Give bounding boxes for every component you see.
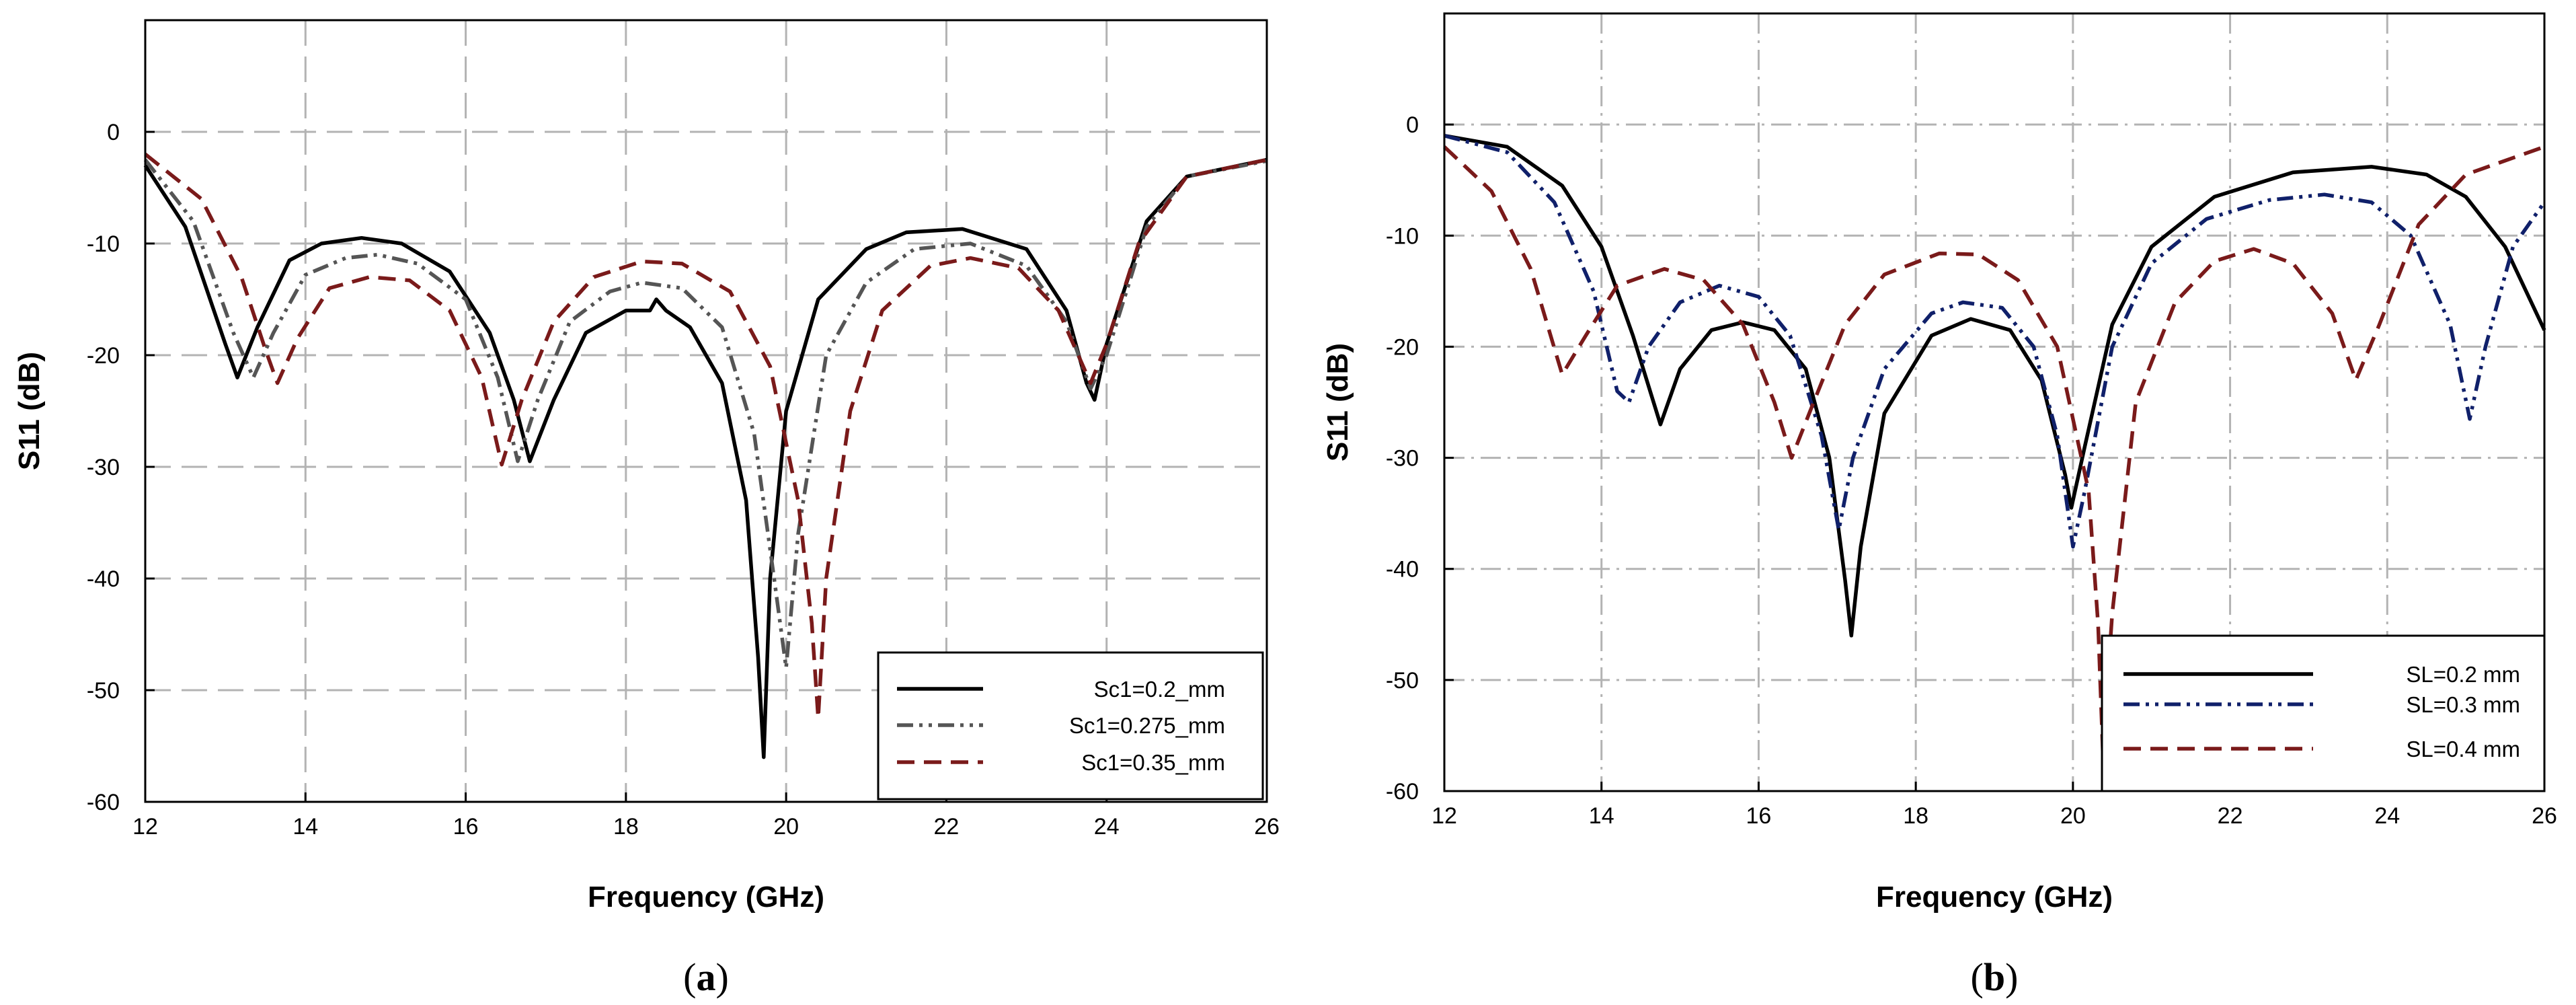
chart-panel-a: 12 14 16 18 20 22 24 26 0 -10 -20 -30 -40 -50 -60 Frequ…: [13, 19, 1280, 999]
series-line-1: [1444, 133, 2546, 638]
chart-panel-b: 12 14 16 18 20 22 24 26 0 -10 -20 -30 -40 -50 -60 Frequ…: [1321, 12, 2557, 999]
x-tick-label: 20: [2060, 803, 2086, 829]
x-tick-label: 26: [2532, 803, 2557, 829]
x-tick-label: 12: [132, 814, 158, 840]
x-axis-label: Frequency (GHz): [588, 881, 824, 914]
x-axis-label: Frequency (GHz): [1876, 881, 2113, 914]
y-tick-label: -20: [1386, 334, 1419, 360]
y-tick-label: -40: [1386, 557, 1419, 583]
plot-frame: [144, 19, 1268, 803]
y-tick-label: -30: [1386, 446, 1419, 472]
y-tick-label: -60: [1386, 779, 1419, 805]
x-tick-label: 26: [1254, 814, 1280, 840]
y-axis-label: S11 (dB): [13, 352, 46, 470]
legend-label-1: Sc1=0.2_mm: [1094, 677, 1225, 702]
legend-label-1: SL=0.2 mm: [2406, 662, 2520, 687]
legend-label-3: SL=0.4 mm: [2406, 737, 2520, 761]
y-tick-label: 0: [107, 120, 120, 145]
y-tick-label: 0: [1406, 112, 1419, 138]
y-tick-label: -50: [1386, 668, 1419, 694]
legend-label-2: SL=0.3 mm: [2406, 692, 2520, 717]
x-tick-label: 18: [1903, 803, 1928, 829]
series-line-2: [1444, 134, 2546, 549]
y-tick-label: -40: [87, 566, 120, 592]
plot-frame: [1443, 12, 2546, 792]
x-tick-label: 20: [773, 814, 799, 840]
x-tick-label: 16: [1746, 803, 1772, 829]
x-tick-label: 24: [1094, 814, 1120, 840]
y-tick-label: -60: [87, 790, 120, 815]
legend-label-3: Sc1=0.35_mm: [1081, 750, 1225, 775]
legend-label-2: Sc1=0.275_mm: [1069, 713, 1225, 738]
y-axis-label: S11 (dB): [1321, 343, 1354, 461]
panel-caption: (a): [683, 955, 729, 999]
y-tick-label: -30: [87, 455, 120, 480]
y-tick-label: -20: [87, 343, 120, 369]
series-line-3: [1443, 145, 2545, 754]
x-tick-label: 22: [934, 814, 960, 840]
x-tick-label: 16: [453, 814, 479, 840]
y-tick-label: -10: [87, 231, 120, 257]
y-tick-label: -10: [1386, 223, 1419, 249]
series-line-3: [144, 153, 1267, 720]
x-tick-label: 14: [292, 814, 318, 840]
x-tick-label: 18: [613, 814, 639, 840]
series-line-2: [143, 158, 1267, 670]
x-tick-label: 14: [1589, 803, 1614, 829]
x-tick-label: 22: [2218, 803, 2243, 829]
series-line-1: [143, 157, 1267, 759]
legend-box: [2101, 634, 2546, 792]
panel-caption: (b): [1971, 955, 2019, 999]
y-tick-label: -50: [87, 678, 120, 704]
x-tick-label: 12: [1432, 803, 1457, 829]
x-tick-label: 24: [2374, 803, 2400, 829]
